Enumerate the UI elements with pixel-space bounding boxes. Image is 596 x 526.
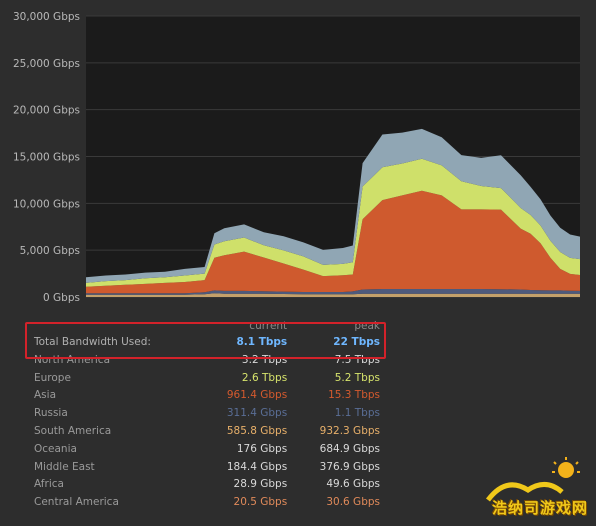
bandwidth-chart: 0 Gbps 5,000 Gbps 10,000 Gbps 15,000 Gbps 20… bbox=[13, 11, 580, 304]
table-row: Central America 20.5 Gbps 30.6 Gbps bbox=[22, 494, 390, 512]
y-tick-label: 10,000 Gbps bbox=[13, 198, 80, 210]
total-highlight-box bbox=[25, 322, 386, 359]
peak-value: 376.9 Gbps bbox=[319, 460, 380, 473]
peak-value: 30.6 Gbps bbox=[326, 496, 380, 509]
area-series-3 bbox=[86, 158, 580, 287]
total-current: 8.1 Tbps bbox=[236, 336, 288, 348]
region-name: South America bbox=[34, 424, 112, 437]
peak-value: 5.2 Tbps bbox=[334, 371, 380, 384]
current-value: 20.5 Gbps bbox=[233, 496, 288, 509]
region-name: Europe bbox=[34, 371, 71, 384]
peak-value: 1.1 Tbps bbox=[334, 407, 380, 420]
region-name: Oceania bbox=[34, 442, 77, 455]
table-row: Asia 961.4 Gbps 15.3 Tbps bbox=[22, 387, 390, 405]
watermark-text: 浩纳司游戏网 bbox=[491, 499, 588, 517]
peak-value: 684.9 Gbps bbox=[319, 442, 380, 455]
current-value: 3.2 Tbps bbox=[241, 353, 288, 366]
y-tick-label: 15,000 Gbps bbox=[13, 152, 80, 164]
current-value: 585.8 Gbps bbox=[226, 424, 288, 437]
total-peak: 22 Tbps bbox=[333, 336, 380, 348]
current-value: 176 Gbps bbox=[236, 442, 288, 455]
region-name: Africa bbox=[34, 478, 64, 491]
current-value: 2.6 Tbps bbox=[241, 371, 288, 384]
area-series-2 bbox=[86, 190, 580, 294]
current-value: 184.4 Gbps bbox=[226, 460, 288, 473]
region-name: Russia bbox=[34, 407, 68, 420]
current-value: 28.9 Gbps bbox=[233, 478, 288, 491]
region-name: North America bbox=[34, 353, 111, 366]
peak-value: 49.6 Gbps bbox=[326, 478, 380, 491]
current-value: 311.4 Gbps bbox=[226, 407, 288, 420]
table-row: Africa 28.9 Gbps 49.6 Gbps bbox=[22, 476, 390, 494]
current-value: 961.4 Gbps bbox=[226, 389, 288, 402]
table-row: Middle East 184.4 Gbps 376.9 Gbps bbox=[22, 459, 390, 477]
table-row: South America 585.8 Gbps 932.3 Gbps bbox=[22, 423, 390, 441]
area-series-1 bbox=[86, 289, 580, 295]
peak-value: 15.3 Tbps bbox=[328, 389, 380, 402]
y-tick-label: 20,000 Gbps bbox=[13, 105, 80, 117]
table-row: Europe 2.6 Tbps 5.2 Tbps bbox=[22, 370, 390, 388]
peak-value: 932.3 Gbps bbox=[319, 424, 380, 437]
area-series-group bbox=[86, 128, 580, 297]
table-row: Oceania 176 Gbps 684.9 Gbps bbox=[22, 441, 390, 459]
total-label: Total Bandwidth Used: bbox=[34, 336, 151, 348]
region-name: Middle East bbox=[34, 460, 95, 473]
area-series-0 bbox=[86, 293, 580, 297]
table-row: Russia 311.4 Gbps 1.1 Tbps bbox=[22, 405, 390, 423]
y-tick-label: 25,000 Gbps bbox=[13, 58, 80, 70]
table-row: North America 3.2 Tbps 7.5 Tbps bbox=[22, 352, 390, 370]
peak-value: 7.5 Tbps bbox=[334, 353, 380, 366]
y-tick-label: 5,000 Gbps bbox=[20, 245, 80, 257]
total-row: Total Bandwidth Used: 8.1 Tbps 22 Tbps bbox=[22, 334, 390, 352]
watermark-sun-icon bbox=[486, 457, 580, 502]
region-name: Central America bbox=[34, 496, 119, 509]
area-series-4 bbox=[86, 128, 580, 283]
y-axis: 0 Gbps 5,000 Gbps 10,000 Gbps 15,000 Gbps 20… bbox=[13, 11, 80, 304]
region-name: Asia bbox=[34, 389, 57, 402]
bandwidth-table: current peak Total Bandwidth Used: 8.1 T… bbox=[22, 318, 390, 512]
y-tick-label: 30,000 Gbps bbox=[13, 11, 80, 23]
y-tick-label: 0 Gbps bbox=[43, 292, 80, 304]
watermark-logo: 浩纳司游戏网 bbox=[466, 456, 594, 522]
